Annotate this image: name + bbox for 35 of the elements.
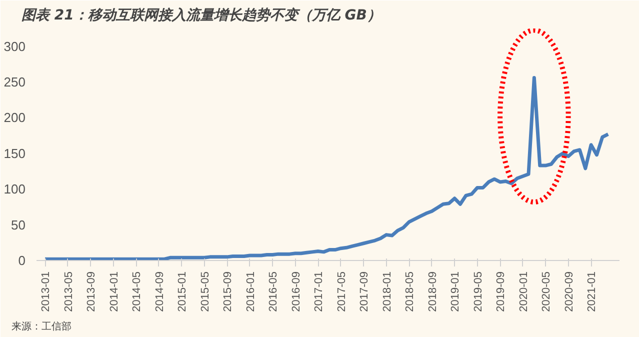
x-tick-label: 2019-05 [472, 271, 484, 312]
x-tick-label: 2021-01 [586, 271, 598, 312]
x-tick-label: 2020-01 [518, 271, 530, 312]
x-tick-label: 2013-09 [86, 271, 98, 312]
x-tick-label: 2014-01 [108, 271, 120, 312]
x-tick-label: 2017-05 [336, 271, 348, 312]
x-tick-label: 2015-01 [176, 271, 189, 312]
x-tick-label: 2016-09 [290, 271, 302, 312]
x-tick-label: 2013-01 [40, 271, 52, 312]
x-tick-label: 2020-09 [563, 271, 576, 312]
chart-title: 图表 21：移动互联网接入流量增长趋势不变（万亿 GB） [22, 6, 381, 24]
line-series [43, 76, 610, 260]
y-tick-label: 200 [4, 110, 26, 126]
x-tick-label: 2016-01 [244, 271, 257, 312]
x-tick-label: 2018-01 [381, 271, 394, 312]
y-tick-label: 300 [4, 38, 26, 54]
x-tick-label: 2014-09 [154, 271, 166, 312]
x-tick-label: 2015-09 [222, 271, 234, 312]
source-note: 来源：工信部 [12, 320, 72, 332]
y-tick-label: 150 [4, 146, 26, 161]
x-tick-label: 2019-01 [450, 271, 462, 312]
x-tick-label: 2020-05 [540, 271, 553, 312]
x-tick-label: 2015-05 [199, 271, 212, 312]
x-tick-label: 2017-01 [313, 271, 326, 312]
x-tick-label: 2017-09 [358, 271, 371, 312]
x-tick-label: 2018-09 [426, 271, 439, 312]
x-tick-label: 2018-05 [404, 271, 416, 312]
x-tick-label: 2019-09 [495, 271, 508, 312]
x-tick-label: 2013-05 [62, 271, 75, 312]
y-tick-label: 100 [4, 182, 26, 197]
y-tick-label: 250 [4, 74, 26, 90]
x-tick-label: 2016-05 [268, 271, 280, 312]
y-tick-label: 50 [11, 217, 26, 232]
y-tick-label: 0 [18, 253, 26, 268]
x-tick-label: 2014-05 [131, 271, 144, 312]
